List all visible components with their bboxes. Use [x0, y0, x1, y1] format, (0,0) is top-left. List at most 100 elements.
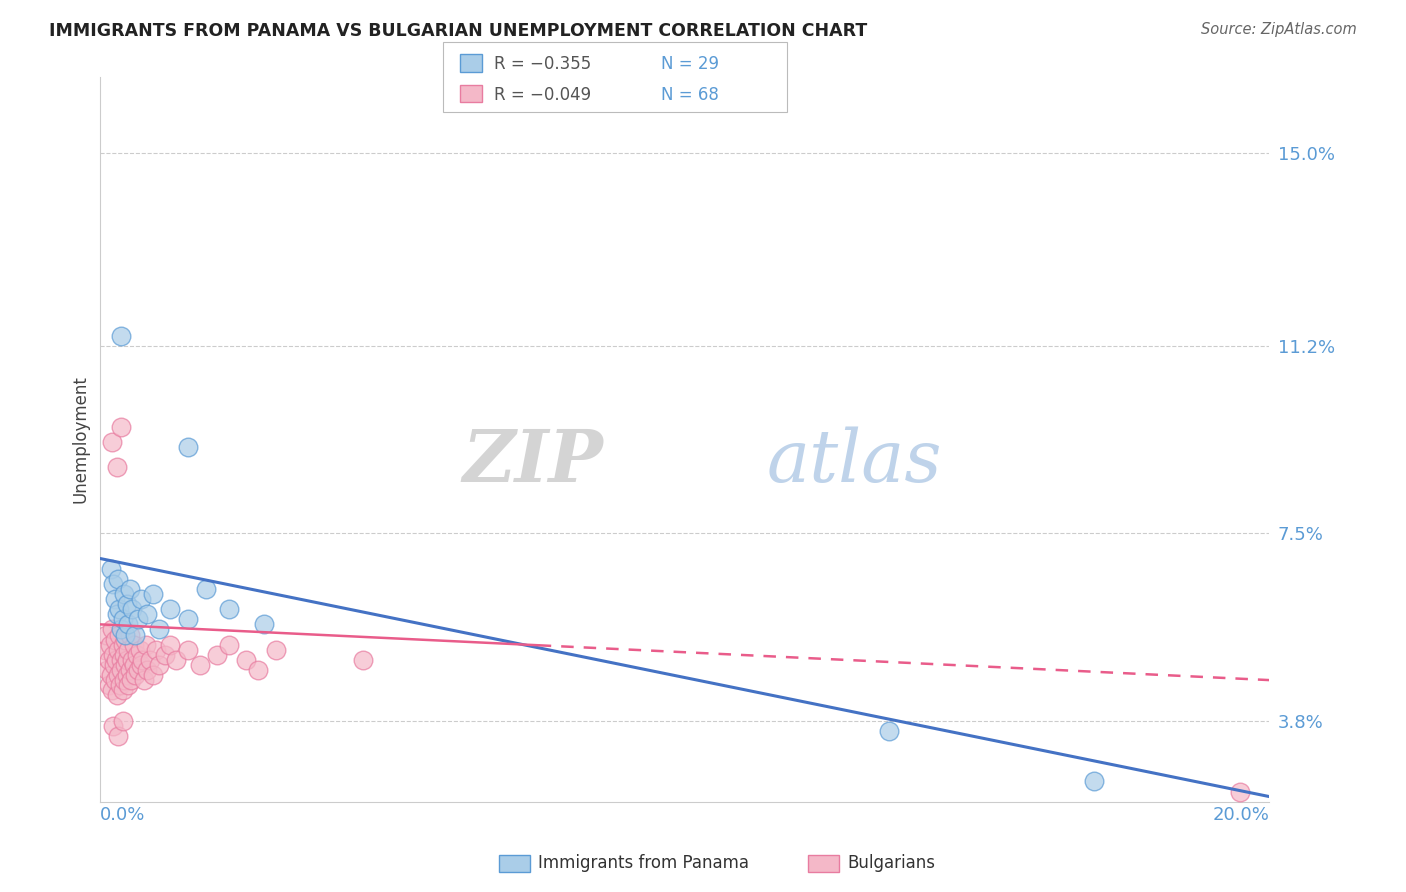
Point — [264, 642, 287, 657]
Point — [142, 668, 165, 682]
Point — [142, 587, 165, 601]
Point — [117, 617, 139, 632]
Point — [136, 663, 159, 677]
Text: 20.0%: 20.0% — [1212, 805, 1270, 823]
Point — [131, 653, 153, 667]
Point — [97, 653, 120, 667]
Point — [118, 582, 141, 596]
Point — [100, 668, 122, 682]
Point — [104, 632, 127, 647]
Point — [117, 678, 139, 692]
Point — [120, 673, 142, 687]
Point — [124, 627, 146, 641]
Point — [94, 642, 117, 657]
Point — [111, 683, 134, 698]
Text: IMMIGRANTS FROM PANAMA VS BULGARIAN UNEMPLOYMENT CORRELATION CHART: IMMIGRANTS FROM PANAMA VS BULGARIAN UNEM… — [49, 22, 868, 40]
Point — [114, 632, 136, 647]
Point — [103, 577, 125, 591]
Text: R = −0.355: R = −0.355 — [494, 55, 591, 73]
Point — [122, 638, 145, 652]
Text: Source: ZipAtlas.com: Source: ZipAtlas.com — [1201, 22, 1357, 37]
Point — [107, 572, 129, 586]
Point — [177, 642, 200, 657]
Text: N = 29: N = 29 — [661, 55, 718, 73]
Point — [112, 587, 135, 601]
Point — [121, 653, 143, 667]
Point — [159, 638, 181, 652]
Point — [148, 623, 170, 637]
Point — [100, 562, 122, 576]
Point — [194, 582, 217, 596]
Point — [103, 648, 125, 662]
Point — [117, 642, 139, 657]
Point — [114, 627, 136, 641]
Point — [96, 663, 118, 677]
Point — [96, 627, 118, 641]
Point — [879, 723, 901, 738]
Point — [110, 623, 132, 637]
Point — [129, 642, 152, 657]
Point — [188, 657, 211, 672]
Point — [127, 612, 149, 626]
Text: ZIP: ZIP — [463, 425, 603, 497]
Point — [112, 673, 135, 687]
Point — [207, 648, 229, 662]
Point — [118, 663, 141, 677]
Text: atlas: atlas — [766, 426, 942, 497]
Point — [218, 602, 240, 616]
Point — [1229, 784, 1251, 798]
Point — [107, 729, 129, 743]
Point — [103, 657, 125, 672]
Point — [148, 657, 170, 672]
Point — [135, 638, 157, 652]
Point — [111, 714, 134, 728]
Point — [110, 663, 132, 677]
Point — [112, 648, 135, 662]
Point — [218, 638, 240, 652]
Point — [127, 663, 149, 677]
Point — [122, 657, 145, 672]
Point — [105, 607, 128, 622]
Point — [111, 638, 134, 652]
Point — [105, 688, 128, 702]
Point — [101, 623, 124, 637]
Point — [165, 653, 187, 667]
Point — [1083, 774, 1105, 789]
Point — [253, 617, 276, 632]
Point — [101, 683, 124, 698]
Point — [247, 663, 270, 677]
Point — [114, 657, 136, 672]
Point — [129, 657, 152, 672]
Point — [115, 597, 138, 611]
Point — [98, 638, 121, 652]
Point — [121, 602, 143, 616]
Point — [108, 627, 131, 641]
Text: Immigrants from Panama: Immigrants from Panama — [538, 855, 749, 872]
Point — [125, 648, 148, 662]
Point — [235, 653, 257, 667]
Point — [153, 648, 176, 662]
Point — [107, 668, 129, 682]
Point — [105, 653, 128, 667]
Text: 0.0%: 0.0% — [100, 805, 146, 823]
Point — [145, 642, 167, 657]
Point — [103, 719, 125, 733]
Point — [108, 678, 131, 692]
Point — [108, 602, 131, 616]
Point — [104, 673, 127, 687]
Point — [177, 612, 200, 626]
Y-axis label: Unemployment: Unemployment — [72, 376, 89, 503]
Point — [177, 440, 200, 454]
Point — [110, 420, 132, 434]
Point — [115, 653, 138, 667]
Point — [111, 612, 134, 626]
Point — [110, 653, 132, 667]
Point — [124, 668, 146, 682]
Point — [105, 460, 128, 475]
Point — [118, 627, 141, 641]
Point — [129, 592, 152, 607]
Point — [110, 328, 132, 343]
Point — [159, 602, 181, 616]
Point — [134, 673, 156, 687]
Point — [107, 642, 129, 657]
